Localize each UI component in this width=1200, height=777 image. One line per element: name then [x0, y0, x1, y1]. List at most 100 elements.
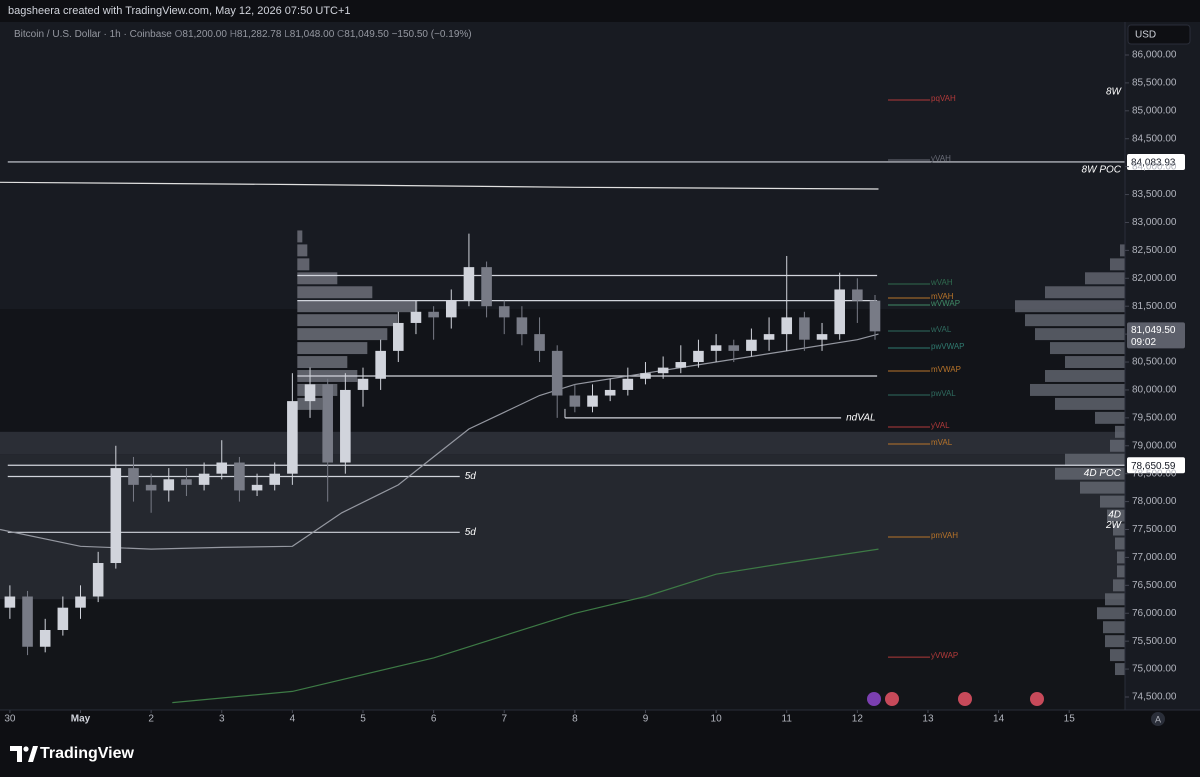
x-tick-label: 4	[290, 714, 296, 725]
y-tick-label: 84,500.00	[1132, 133, 1177, 144]
candle-body	[799, 317, 810, 340]
zone	[0, 454, 1125, 600]
y-tick-label: 85,000.00	[1132, 105, 1177, 116]
volume-profile-bar	[1080, 481, 1125, 494]
logo-mark	[28, 746, 38, 762]
volume-profile-bar	[1095, 411, 1125, 424]
level-marker-label: pwVWAP	[931, 342, 965, 351]
level-label: 5d	[465, 527, 477, 538]
level-marker-label: mVAH	[931, 292, 954, 301]
currency-button[interactable]	[1127, 24, 1191, 45]
candle-body	[375, 350, 386, 379]
level-marker-label: wVWAP	[930, 299, 960, 308]
level-label: 8W POC	[1082, 165, 1122, 176]
volume-profile-bar	[297, 272, 338, 285]
volume-profile-bar	[1045, 370, 1125, 382]
auto-scale[interactable]: A	[1155, 714, 1161, 724]
level-label: 5d	[465, 471, 477, 482]
level-marker-label: yVWAP	[931, 651, 958, 660]
y-tick-label: 75,000.00	[1132, 664, 1177, 675]
volume-profile-bar	[1045, 286, 1125, 299]
candle-body	[251, 484, 263, 491]
x-tick-label: 13	[922, 714, 934, 725]
x-tick-label: May	[71, 714, 91, 725]
candle-body	[746, 339, 757, 351]
candle-body	[834, 289, 845, 335]
volume-profile-bar	[297, 286, 373, 299]
candle-body	[710, 345, 722, 351]
volume-profile-bar	[297, 383, 338, 396]
event-icons	[867, 692, 1044, 706]
auto-scale-button[interactable]	[1151, 712, 1165, 726]
volume-profile-bar	[1065, 356, 1125, 369]
candle-body	[287, 401, 298, 474]
level-marker-label: pwVAL	[931, 389, 956, 398]
last-price-tag	[1127, 322, 1185, 349]
y-tick-label: 77,500.00	[1132, 524, 1177, 535]
overlay-line	[0, 181, 879, 190]
price-tag	[1127, 153, 1185, 170]
zones	[0, 309, 1125, 710]
price-tag-label: 78,650.59	[1131, 461, 1176, 472]
candle-body	[516, 317, 528, 335]
y-tick-label: 81,500.00	[1132, 301, 1177, 312]
candle-body	[675, 362, 687, 368]
ohlc-value: 81,049.50	[344, 29, 389, 40]
candle-body	[181, 479, 192, 485]
volume-profile-bar	[1055, 467, 1125, 480]
x-tick-label: 9	[643, 714, 649, 725]
volume-profile-bar	[1065, 453, 1125, 466]
overlay-line	[0, 333, 879, 550]
footer	[0, 730, 1200, 777]
x-tick-label: 8	[572, 714, 578, 725]
candle-body	[145, 484, 157, 491]
level-marker-label: pmVAH	[931, 531, 958, 540]
candle-body	[92, 563, 104, 597]
candle-body	[393, 322, 404, 351]
candle-body	[445, 300, 457, 318]
ohlc-value: 81,282.78	[237, 29, 282, 40]
brand: TradingView	[40, 745, 135, 762]
ohlc-label: L	[284, 29, 290, 40]
countdown: 09:02	[1131, 337, 1156, 348]
y-tick-label: 75,500.00	[1132, 636, 1177, 647]
overlay-line	[172, 548, 879, 704]
candle-body	[781, 317, 793, 335]
candle-body	[22, 596, 33, 647]
volume-profile-bar	[1117, 551, 1125, 564]
volume-profile-bar	[1105, 593, 1125, 606]
candle-body	[728, 345, 740, 351]
candle-body	[657, 367, 669, 374]
y-tick-label: 84,000.00	[1132, 161, 1177, 172]
volume-profile-bar	[1105, 635, 1125, 648]
candle-body	[163, 479, 175, 491]
logo	[10, 746, 38, 762]
event-icon[interactable]	[885, 692, 899, 706]
y-tick-label: 76,500.00	[1132, 580, 1177, 591]
ohlc-label: O	[175, 29, 183, 40]
volume-profile-bar	[1097, 607, 1125, 620]
volume-profile-bar	[1107, 509, 1125, 522]
volume-profile-bar	[297, 230, 303, 243]
event-icon[interactable]	[958, 692, 972, 706]
candle-body	[39, 630, 51, 647]
ohlc-value: 81,048.00	[290, 29, 335, 40]
volume-profile-bar	[1120, 244, 1125, 257]
x-tick-label: 11	[782, 714, 793, 725]
candle-body	[869, 300, 881, 332]
y-tick-label: 82,500.00	[1132, 245, 1177, 256]
volume-profile-bar	[1055, 397, 1125, 410]
level-label: ndVAL	[846, 413, 875, 424]
y-tick-label: 79,500.00	[1132, 413, 1177, 424]
x-tick-label: 2	[148, 714, 154, 725]
event-icon[interactable]	[1030, 692, 1044, 706]
event-icon[interactable]	[867, 692, 881, 706]
volume-profile-bar	[1015, 300, 1125, 313]
currency[interactable]: USD	[1135, 30, 1156, 41]
y-tick-label: 74,500.00	[1132, 692, 1177, 703]
y-tick-label: 79,000.00	[1132, 440, 1177, 451]
volume-profile-bar	[297, 356, 348, 369]
volume-profile-bar	[1115, 663, 1125, 676]
